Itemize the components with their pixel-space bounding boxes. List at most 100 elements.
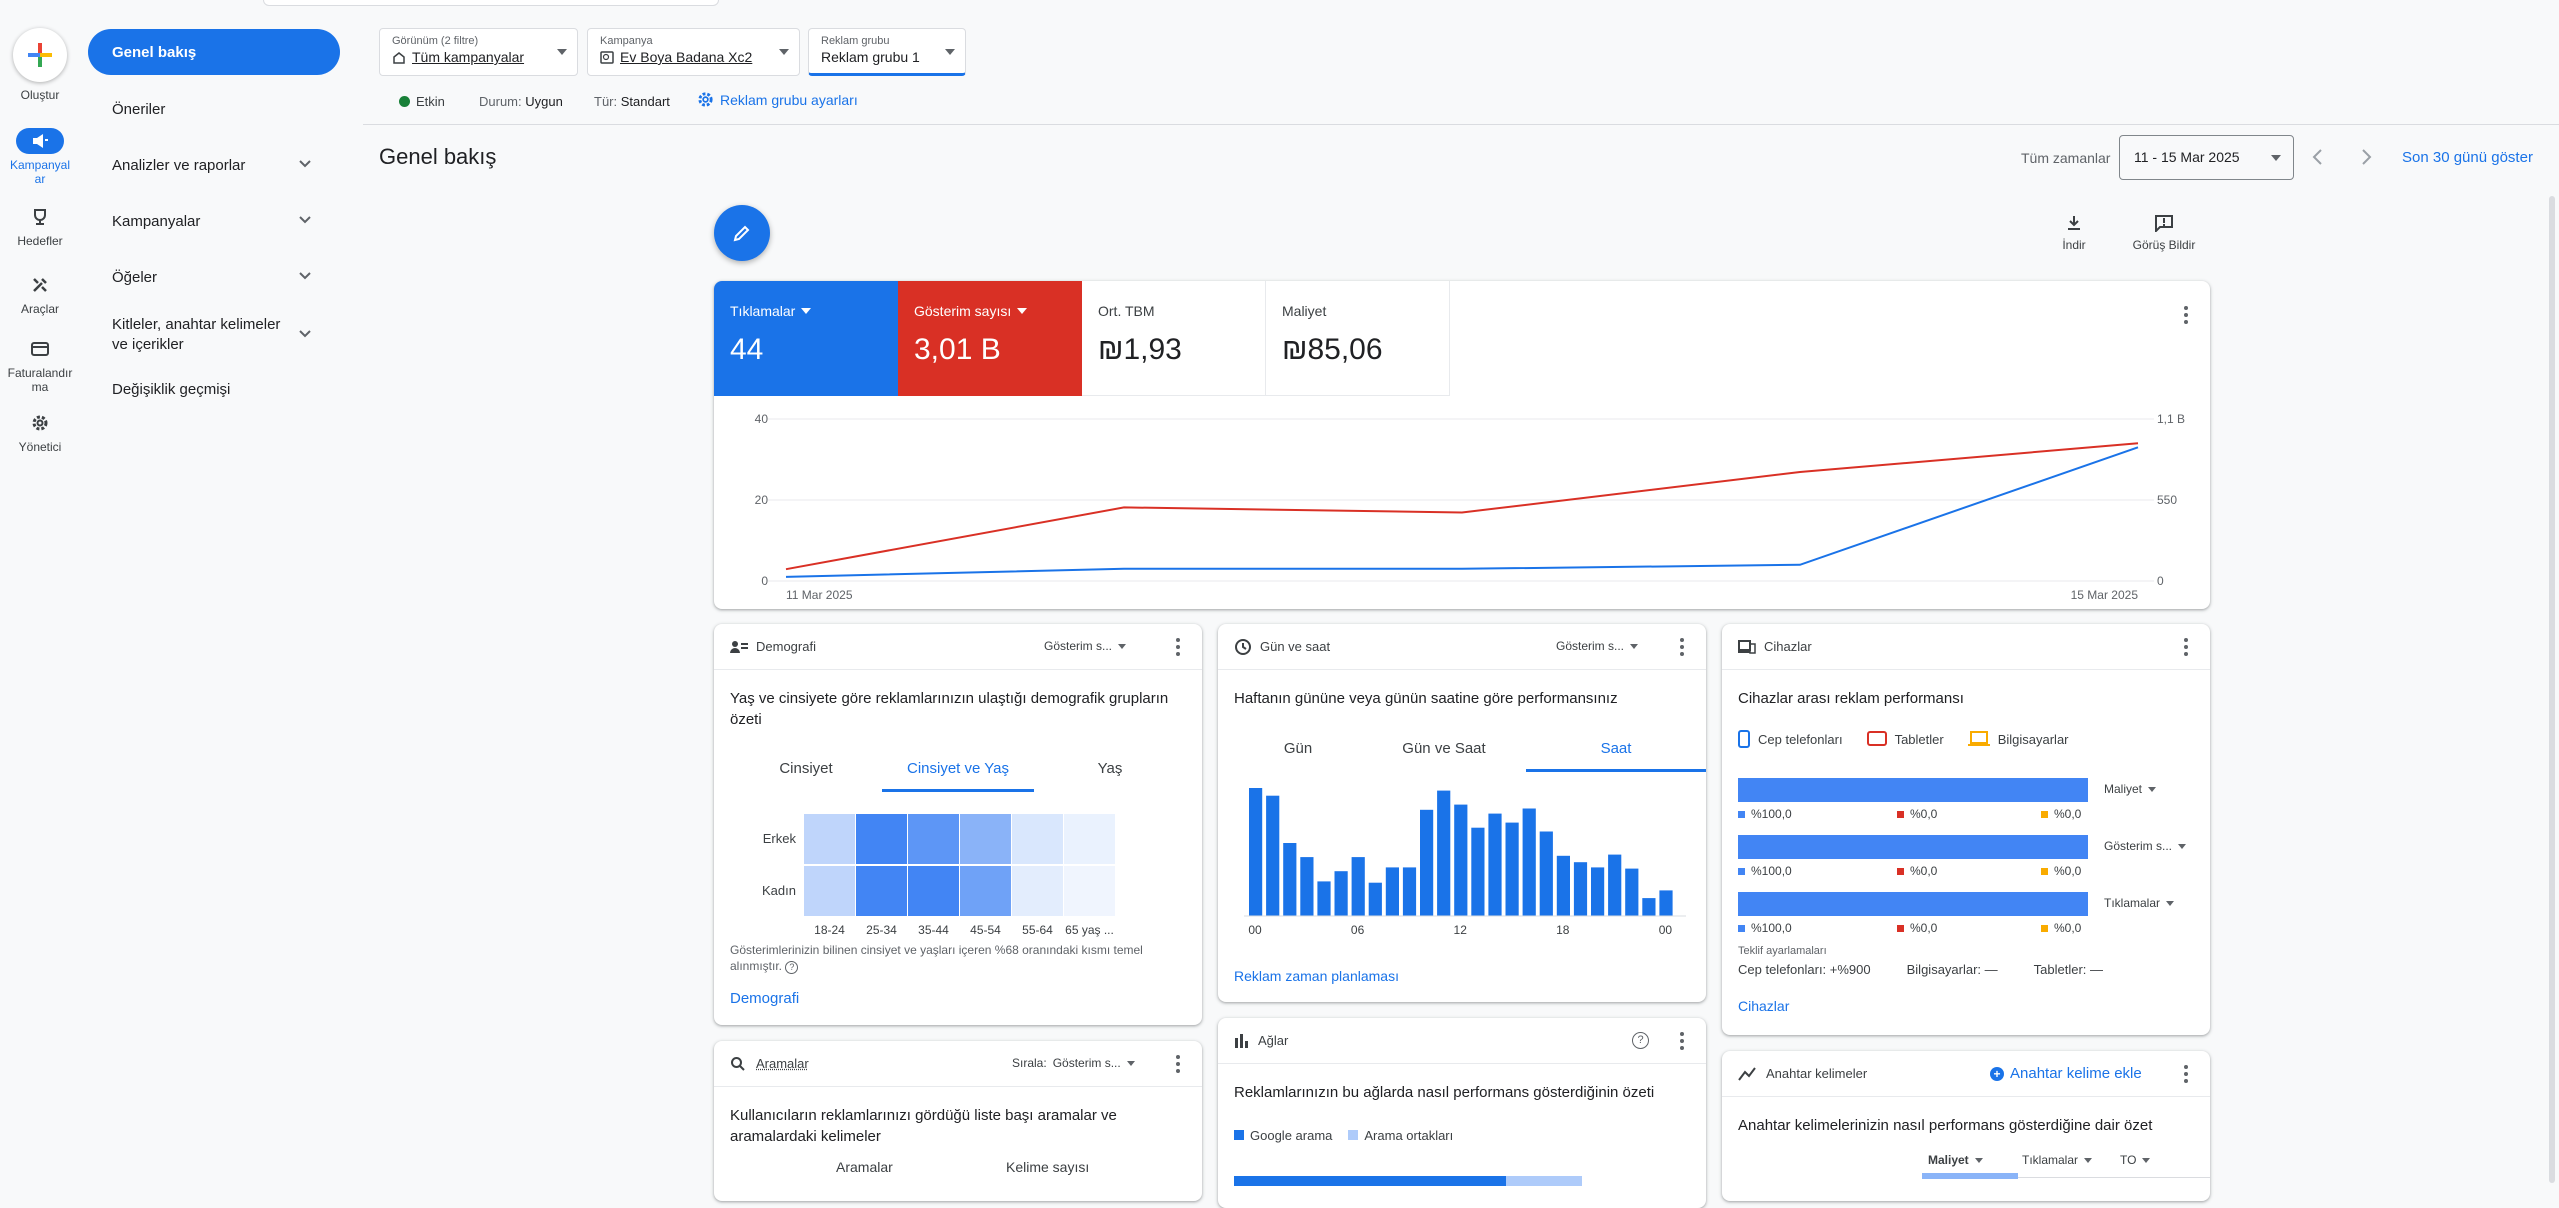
create-button[interactable] xyxy=(13,28,67,82)
ad-schedule-link[interactable]: Reklam zaman planlaması xyxy=(1234,968,1399,984)
tab-searches[interactable]: Aramalar xyxy=(836,1159,893,1175)
hour-bar xyxy=(1540,832,1553,917)
device-row: Maliyet %100,0 %0,0 %0,0 xyxy=(1738,778,2198,818)
heatmap-cell xyxy=(1012,814,1063,864)
tab-day[interactable]: Gün xyxy=(1234,740,1362,772)
tab-word-count[interactable]: Kelime sayısı xyxy=(1006,1159,1089,1175)
device-share-mobile: %100,0 xyxy=(1738,864,1792,878)
add-keyword-button[interactable]: + Anahtar kelime ekle xyxy=(1990,1065,2142,1082)
date-range-picker[interactable]: 11 - 15 Mar 2025 xyxy=(2119,135,2294,180)
more-options-icon[interactable] xyxy=(2176,1064,2196,1084)
device-share-mobile: %100,0 xyxy=(1738,807,1792,821)
more-options-icon[interactable] xyxy=(2176,305,2196,325)
nav-item-campaigns[interactable]: Kampanyalar xyxy=(88,210,340,232)
search-icon xyxy=(730,1056,746,1072)
device-row-metric-dropdown[interactable]: Maliyet xyxy=(2104,782,2156,796)
device-row-metric-dropdown[interactable]: Gösterim s... xyxy=(2104,839,2186,853)
feedback-button[interactable]: Görüş Bildir xyxy=(2124,214,2204,252)
help-icon[interactable]: ? xyxy=(785,961,798,974)
keywords-col-clicks[interactable]: Tıklamalar xyxy=(2022,1153,2092,1167)
add-circle-icon: + xyxy=(1990,1067,2004,1081)
keywords-col-cost[interactable]: Maliyet xyxy=(1928,1153,1983,1167)
heatmap-column-label: 25-34 xyxy=(866,923,897,937)
device-share-desktop: %0,0 xyxy=(2041,807,2081,821)
y-left-tick-label: 0 xyxy=(761,574,768,588)
hour-bar xyxy=(1659,890,1672,916)
chevron-right-icon[interactable] xyxy=(2358,148,2374,166)
more-options-icon[interactable] xyxy=(1168,637,1188,657)
page-scrollbar[interactable] xyxy=(2549,196,2555,1183)
metric-cost[interactable]: Maliyet ₪85,06 xyxy=(1266,281,1450,396)
clock-icon xyxy=(1234,638,1252,656)
chevron-left-icon[interactable] xyxy=(2310,148,2326,166)
demographics-link[interactable]: Demografi xyxy=(730,990,799,1007)
edit-fab[interactable] xyxy=(714,205,770,261)
heatmap-cell xyxy=(804,866,855,916)
hour-bar xyxy=(1283,843,1296,916)
legend-search-partners: Arama ortakları xyxy=(1348,1128,1453,1143)
metric-avg-cpc[interactable]: Ort. TBM ₪1,93 xyxy=(1082,281,1266,396)
searches-sort-dropdown[interactable]: Sırala: Gösterim s... xyxy=(1012,1056,1135,1070)
keyword-icon xyxy=(1738,1066,1758,1082)
heatmap-column-label: 65 yaş ... xyxy=(1065,923,1114,937)
rail-item-tools[interactable]: Araçlar xyxy=(0,272,80,316)
adgroup-selector-value: Reklam grubu 1 xyxy=(821,49,920,65)
series-line-impressions xyxy=(786,443,2138,569)
download-button[interactable]: İndir xyxy=(2054,214,2094,252)
more-options-icon[interactable] xyxy=(1672,637,1692,657)
hour-bar xyxy=(1335,871,1348,916)
tab-gender-age[interactable]: Cinsiyet ve Yaş xyxy=(882,760,1034,792)
tab-hour[interactable]: Saat xyxy=(1526,740,1706,772)
keywords-cost-bar xyxy=(1922,1173,2018,1179)
day-time-card: Gün ve saat Gösterim s... Haftanın günün… xyxy=(1218,624,1706,1002)
legend-google-search: Google arama xyxy=(1234,1128,1332,1143)
help-icon[interactable]: ? xyxy=(1632,1032,1649,1049)
day-time-metric-dropdown[interactable]: Gösterim s... xyxy=(1556,639,1638,653)
heatmap-row-label: Erkek xyxy=(763,831,797,846)
devices-link[interactable]: Cihazlar xyxy=(1738,998,1789,1014)
x-tick-label: 12 xyxy=(1454,923,1468,937)
campaign-selector-label: Kampanya xyxy=(600,35,787,47)
more-options-icon[interactable] xyxy=(1672,1031,1692,1051)
adgroup-settings-link[interactable]: Reklam grubu ayarları xyxy=(697,91,858,108)
nav-item-overview[interactable]: Genel bakış xyxy=(88,29,340,75)
heatmap-cell xyxy=(1064,866,1115,916)
show-last-30-days-link[interactable]: Son 30 günü göster xyxy=(2402,149,2533,166)
plus-icon xyxy=(25,40,55,70)
dropdown-arrow-icon xyxy=(1017,308,1027,314)
rail-item-goals[interactable]: Hedefler xyxy=(0,204,80,248)
device-row-metric-dropdown[interactable]: Tıklamalar xyxy=(2104,896,2174,910)
networks-bar-partners xyxy=(1506,1176,1582,1186)
adgroup-selector[interactable]: Reklam grubu Reklam grubu 1 xyxy=(808,28,966,76)
campaign-selector[interactable]: Kampanya Ev Boya Badana Xc2 xyxy=(587,28,800,76)
tab-day-and-hour[interactable]: Gün ve Saat xyxy=(1362,740,1526,772)
keywords-col-ctr[interactable]: TO xyxy=(2120,1153,2150,1167)
tab-gender[interactable]: Cinsiyet xyxy=(730,760,882,792)
more-options-icon[interactable] xyxy=(1168,1054,1188,1074)
nav-item-change-history[interactable]: Değişiklik geçmişi xyxy=(88,378,340,400)
metric-impressions[interactable]: Gösterim sayısı 3,01 B xyxy=(898,281,1082,396)
device-share-tablet: %0,0 xyxy=(1897,864,1937,878)
view-selector[interactable]: Görünüm (2 filtre) Tüm kampanyalar xyxy=(379,28,578,76)
chevron-down-icon xyxy=(298,215,312,225)
left-rail: Oluştur Kampanyalar Hedefler Araçlar Fat… xyxy=(0,0,80,1183)
more-options-icon[interactable] xyxy=(2176,637,2196,657)
view-selector-value: Tüm kampanyalar xyxy=(412,49,524,65)
rail-item-billing[interactable]: Faturalandırma xyxy=(0,336,80,394)
nav-item-assets[interactable]: Öğeler xyxy=(88,266,340,288)
hour-bar xyxy=(1266,796,1279,916)
nav-item-insights-reports[interactable]: Analizler ve raporlar xyxy=(88,154,340,176)
tab-age[interactable]: Yaş xyxy=(1034,760,1186,792)
demographics-metric-dropdown[interactable]: Gösterim s... xyxy=(1044,639,1126,653)
rail-item-admin[interactable]: Yönetici xyxy=(0,410,80,454)
heatmap-cell xyxy=(1064,814,1115,864)
demographics-heading: Yaş ve cinsiyete göre reklamlarınızın ul… xyxy=(730,688,1186,730)
bid-mobile: Cep telefonları: +%900 xyxy=(1738,962,1871,977)
nav-item-recommendations[interactable]: Öneriler xyxy=(88,98,340,120)
searches-card: Aramalar Sırala: Gösterim s... Kullanıcıl… xyxy=(714,1041,1202,1201)
nav-item-audiences-keywords[interactable]: Kitleler, anahtar kelimeler ve içerikler xyxy=(88,314,340,356)
metric-clicks[interactable]: Tıklamalar 44 xyxy=(714,281,898,396)
heatmap-cell xyxy=(960,866,1011,916)
rail-item-campaigns[interactable]: Kampanyalar xyxy=(0,128,80,186)
y-left-tick-label: 20 xyxy=(755,493,769,507)
